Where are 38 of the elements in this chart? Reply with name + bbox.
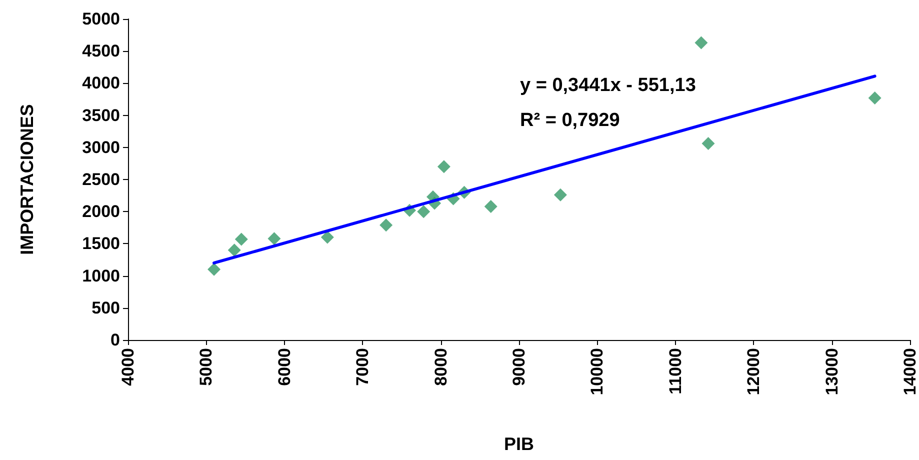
x-tick-label: 6000	[274, 348, 294, 386]
point	[228, 244, 241, 257]
point	[702, 137, 715, 150]
y-tick-label: 0	[110, 330, 120, 350]
x-tick-label: 14000	[900, 348, 919, 396]
x-tick-label: 5000	[196, 348, 216, 386]
x-tick-label: 8000	[431, 348, 450, 386]
y-tick-label: 2000	[82, 202, 120, 222]
y-tick-label: 1500	[82, 234, 120, 254]
point	[437, 160, 450, 174]
y-tick-label: 3500	[82, 106, 120, 125]
x-axis-title: PIB	[504, 434, 534, 454]
y-tick-label: 5000	[82, 10, 120, 28]
point	[417, 205, 430, 218]
point	[208, 262, 221, 276]
y-tick-label: 2500	[82, 170, 120, 189]
point	[868, 91, 882, 104]
y-tick-label: 4500	[82, 42, 120, 61]
x-tick-label: 9000	[510, 348, 528, 386]
x-tick-label: 11000	[666, 348, 685, 394]
point	[484, 200, 498, 213]
point	[554, 188, 567, 202]
y-tick-label: 4000	[82, 74, 120, 93]
x-tick-label: 12000	[744, 348, 764, 396]
x-tick-label: 10000	[588, 348, 607, 396]
y-axis-title: IMPORTACIONES	[17, 104, 37, 255]
point	[268, 232, 281, 246]
point	[320, 230, 334, 244]
y-tick-label: 1000	[82, 266, 120, 286]
point	[694, 36, 708, 50]
annotation: y = 0,3441x - 551,13	[520, 75, 696, 96]
x-tick-label: 7000	[353, 348, 372, 386]
annotation: R² = 0,7929	[520, 110, 620, 131]
y-tick-label: 3000	[82, 138, 120, 157]
x-tick-label: 13000	[822, 348, 842, 396]
y-tick-label: 500	[92, 298, 120, 318]
point	[234, 232, 248, 246]
point	[380, 218, 393, 232]
